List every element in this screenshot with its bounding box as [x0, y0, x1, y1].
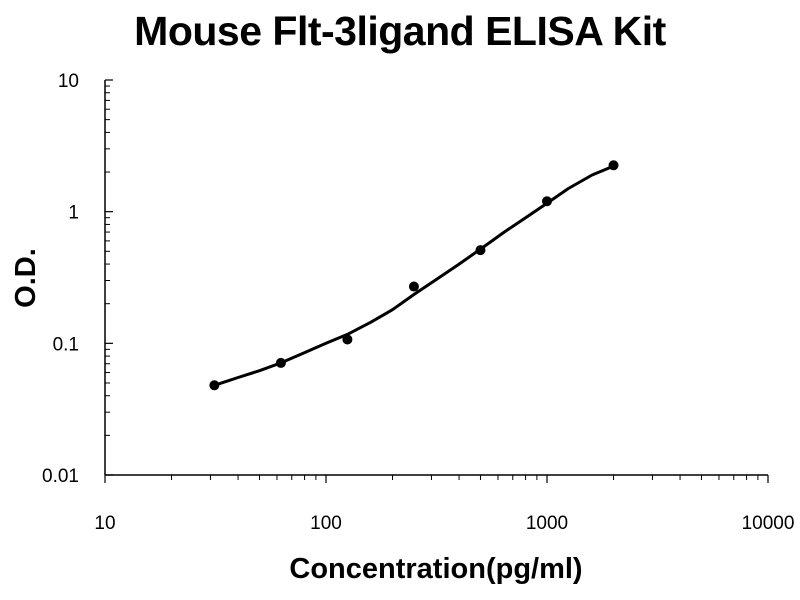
x-tick-label: 10000 — [742, 513, 795, 534]
chart-title: Mouse Flt-3ligand ELISA Kit — [134, 8, 666, 54]
x-tick-label: 10 — [94, 513, 115, 534]
data-point — [542, 196, 552, 207]
minor-ticks-group — [105, 85, 759, 480]
data-points-group — [209, 160, 619, 391]
axes-group — [104, 80, 768, 476]
data-point — [342, 334, 353, 345]
y-axis-label: O.D. — [10, 248, 42, 308]
data-point — [275, 357, 286, 368]
y-tick-label: 10 — [58, 71, 79, 92]
data-point — [209, 380, 220, 391]
x-tick-label: 1000 — [526, 513, 568, 534]
data-point — [608, 160, 619, 171]
y-tick-label: 0.1 — [53, 334, 79, 355]
fit-curve — [212, 164, 615, 387]
major-ticks-group — [104, 79, 769, 483]
data-point — [408, 281, 419, 292]
tick-labels-group: 10 100 1000 10000 0.01 0.1 1 10 — [42, 71, 794, 534]
y-tick-label: 0.01 — [42, 466, 79, 487]
data-point — [475, 245, 486, 256]
y-tick-label: 1 — [68, 203, 79, 224]
x-tick-label: 100 — [310, 513, 342, 534]
x-axis-label: Concentration(pg/ml) — [289, 553, 582, 585]
